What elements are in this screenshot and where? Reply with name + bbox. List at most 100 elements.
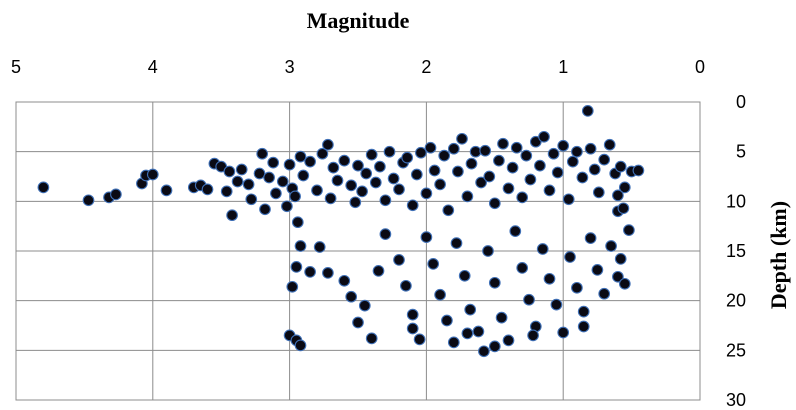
data-point [349,196,362,209]
data-point [360,167,373,180]
plot-frame [15,101,701,401]
data-point [110,188,122,201]
y-tick-label: 30 [726,390,746,410]
data-point [493,154,505,167]
data-point [592,186,605,199]
data-point [393,254,405,266]
data-point [538,130,550,143]
chart-title: Magnitude [307,8,410,33]
data-point [420,187,433,200]
data-point [612,270,624,283]
data-point [294,339,307,352]
data-point [406,322,419,335]
data-point [424,141,437,154]
data-point [245,193,258,206]
data-point [617,202,630,215]
data-point [316,147,329,160]
data-point [259,203,271,216]
data-point [286,280,299,293]
data-point [464,303,477,316]
data-point [523,293,535,306]
data-point [304,266,316,278]
y-tick-label: 0 [736,92,746,112]
data-point [482,245,494,257]
data-point [338,154,351,167]
data-point [458,269,471,282]
x-tick-label: 1 [558,57,568,77]
data-point [461,190,474,203]
data-point [502,334,515,347]
data-point [618,181,631,194]
data-point [324,192,337,205]
data-point [478,345,490,358]
data-point [441,314,453,327]
data-point [220,185,233,198]
data-point [438,149,451,162]
x-tick-label: 5 [11,57,21,77]
data-point [612,189,624,202]
data-point [276,175,289,188]
data-point [584,142,597,155]
data-point [267,156,280,169]
data-point [461,327,474,340]
data-point [410,168,423,181]
data-point [543,272,556,285]
data-point [263,171,275,184]
data-point [614,253,627,265]
data-point [576,171,589,184]
data-point [406,308,419,321]
data-point [387,172,400,185]
data-point [372,265,385,277]
data-point [456,132,468,145]
data-point [304,155,316,168]
data-point [495,311,508,324]
data-point [497,137,509,150]
data-point [516,262,529,274]
data-point [281,200,293,213]
data-point [201,183,214,196]
data-point [581,105,594,117]
data-point [365,148,378,161]
data-point [358,299,371,312]
data-point [289,190,301,203]
data-point [297,169,310,182]
data-point [428,164,441,177]
data-point [291,216,304,229]
data-point [365,332,378,345]
data-point [577,320,590,333]
data-point [434,288,446,301]
data-point [223,165,236,178]
data-point [393,183,405,196]
data-point [290,261,303,273]
data-point [447,336,460,349]
data-point [338,274,351,287]
data-point [294,240,307,252]
x-tick-label: 4 [148,57,158,77]
data-point [547,147,560,160]
data-point [356,185,368,198]
data-point [536,243,549,255]
data-point [146,168,159,181]
data-point [488,197,501,210]
data-point [400,279,412,292]
data-point [571,281,583,294]
data-point [322,138,334,151]
data-point [472,325,485,338]
data-point [618,277,631,290]
data-point [465,157,478,170]
data-point [235,163,248,176]
data-point [550,298,563,311]
data-point [352,159,364,172]
data-point [623,224,635,236]
data-point [543,184,556,197]
data-point [527,329,539,342]
data-point [632,164,645,177]
y-tick-label: 10 [726,191,746,211]
data-point [283,158,296,171]
x-tick-label: 0 [695,57,705,77]
data-point [242,178,255,191]
data-point [406,199,419,212]
y-tick-label: 20 [726,291,746,311]
gridlines [15,101,701,401]
